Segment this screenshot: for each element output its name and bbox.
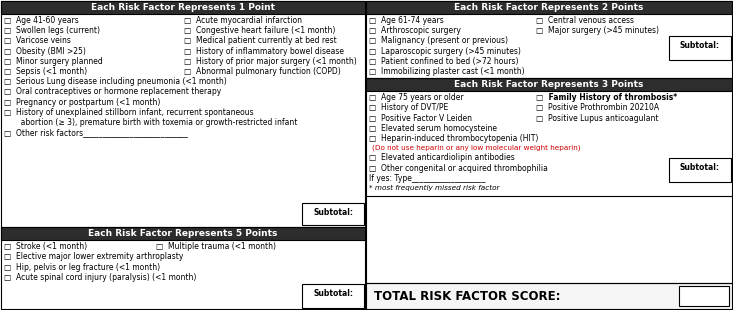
Text: □  Acute myocardial infarction: □ Acute myocardial infarction — [184, 16, 302, 25]
Bar — [366, 1, 732, 14]
Text: If yes: Type___________________: If yes: Type___________________ — [369, 174, 485, 183]
Text: □  Congestive heart failure (<1 month): □ Congestive heart failure (<1 month) — [184, 26, 336, 35]
Text: □  Medical patient currently at bed rest: □ Medical patient currently at bed rest — [184, 36, 336, 45]
Text: Each Risk Factor Represents 2 Points: Each Risk Factor Represents 2 Points — [454, 3, 644, 12]
Bar — [366, 1, 732, 309]
Text: □  Other risk factors___________________________: □ Other risk factors____________________… — [4, 128, 188, 137]
Text: □  History of inflammatory bowel disease: □ History of inflammatory bowel disease — [184, 46, 344, 55]
Text: □  Family History of thrombosis*: □ Family History of thrombosis* — [536, 93, 677, 102]
Text: □  Elevated serum homocysteine: □ Elevated serum homocysteine — [369, 124, 497, 133]
Text: Each Risk Factor Represents 5 Points: Each Risk Factor Represents 5 Points — [88, 229, 278, 238]
Text: □  Heparin-induced thrombocytopenia (HIT): □ Heparin-induced thrombocytopenia (HIT) — [369, 134, 538, 143]
Text: TOTAL RISK FACTOR SCORE:: TOTAL RISK FACTOR SCORE: — [374, 290, 561, 303]
Text: □  Minor surgery planned: □ Minor surgery planned — [4, 57, 103, 66]
Bar — [669, 36, 731, 60]
Text: □  Obesity (BMI >25): □ Obesity (BMI >25) — [4, 46, 86, 55]
Text: □  Positive Factor V Leiden: □ Positive Factor V Leiden — [369, 113, 472, 122]
Text: □  Hip, pelvis or leg fracture (<1 month): □ Hip, pelvis or leg fracture (<1 month) — [4, 263, 160, 272]
Text: Each Risk Factor Represents 3 Points: Each Risk Factor Represents 3 Points — [454, 80, 644, 89]
Bar — [366, 78, 732, 91]
Text: □  Multiple trauma (<1 month): □ Multiple trauma (<1 month) — [156, 242, 276, 251]
Text: □  Laparoscopic surgery (>45 minutes): □ Laparoscopic surgery (>45 minutes) — [369, 46, 521, 55]
Bar — [669, 158, 731, 182]
Text: □  Pregnancy or postpartum (<1 month): □ Pregnancy or postpartum (<1 month) — [4, 98, 161, 107]
Bar — [366, 283, 732, 309]
Text: □  Oral contraceptives or hormone replacement therapy: □ Oral contraceptives or hormone replace… — [4, 87, 221, 96]
Bar — [679, 286, 729, 306]
Text: □  Positive Prothrombin 20210A: □ Positive Prothrombin 20210A — [536, 104, 659, 113]
Text: Each Risk Factor Represents 1 Point: Each Risk Factor Represents 1 Point — [91, 3, 275, 12]
Text: Subtotal:: Subtotal: — [313, 208, 353, 217]
Text: □  Patient confined to bed (>72 hours): □ Patient confined to bed (>72 hours) — [369, 57, 518, 66]
Text: □  Elevated anticardiolipin antibodies: □ Elevated anticardiolipin antibodies — [369, 153, 515, 162]
Text: (Do not use heparin or any low molecular weight heparin): (Do not use heparin or any low molecular… — [372, 144, 581, 151]
Bar — [1, 1, 365, 309]
Text: □  Acute spinal cord injury (paralysis) (<1 month): □ Acute spinal cord injury (paralysis) (… — [4, 273, 196, 282]
Text: Subtotal:: Subtotal: — [680, 42, 720, 51]
Text: Subtotal:: Subtotal: — [680, 163, 720, 172]
Text: □  Immobilizing plaster cast (<1 month): □ Immobilizing plaster cast (<1 month) — [369, 67, 525, 76]
Text: □  Age 41-60 years: □ Age 41-60 years — [4, 16, 78, 25]
Text: □  Serious Lung disease including pneumonia (<1 month): □ Serious Lung disease including pneumon… — [4, 77, 226, 86]
Bar — [302, 284, 364, 308]
Text: □  Abnormal pulmonary function (COPD): □ Abnormal pulmonary function (COPD) — [184, 67, 341, 76]
Text: □  Stroke (<1 month): □ Stroke (<1 month) — [4, 242, 87, 251]
Text: □  Arthroscopic surgery: □ Arthroscopic surgery — [369, 26, 461, 35]
Text: □  Malignancy (present or previous): □ Malignancy (present or previous) — [369, 36, 508, 45]
Text: * most frequently missed risk factor: * most frequently missed risk factor — [369, 185, 499, 191]
Text: □  Age 75 years or older: □ Age 75 years or older — [369, 93, 464, 102]
Text: □  Positive Lupus anticoagulant: □ Positive Lupus anticoagulant — [536, 113, 658, 122]
Text: □  Other congenital or acquired thrombophilia: □ Other congenital or acquired thromboph… — [369, 164, 548, 173]
Text: □  History of prior major surgery (<1 month): □ History of prior major surgery (<1 mon… — [184, 57, 357, 66]
Text: abortion (≥ 3), premature birth with toxemia or growth-restricted infant: abortion (≥ 3), premature birth with tox… — [4, 118, 298, 127]
Text: □  Elective major lower extremity arthroplasty: □ Elective major lower extremity arthrop… — [4, 252, 183, 261]
Text: Subtotal:: Subtotal: — [313, 289, 353, 298]
Text: □  Age 61-74 years: □ Age 61-74 years — [369, 16, 443, 25]
Text: □  Sepsis (<1 month): □ Sepsis (<1 month) — [4, 67, 87, 76]
Text: □  History of unexplained stillborn infant, recurrent spontaneous: □ History of unexplained stillborn infan… — [4, 108, 254, 117]
Text: □  Central venous access: □ Central venous access — [536, 16, 634, 25]
Bar — [1, 1, 365, 14]
Text: □  History of DVT/PE: □ History of DVT/PE — [369, 104, 449, 113]
Text: □  Varicose veins: □ Varicose veins — [4, 36, 71, 45]
Text: □  Swollen legs (current): □ Swollen legs (current) — [4, 26, 100, 35]
Bar — [1, 227, 365, 240]
Text: □  Major surgery (>45 minutes): □ Major surgery (>45 minutes) — [536, 26, 659, 35]
Bar — [302, 203, 364, 225]
